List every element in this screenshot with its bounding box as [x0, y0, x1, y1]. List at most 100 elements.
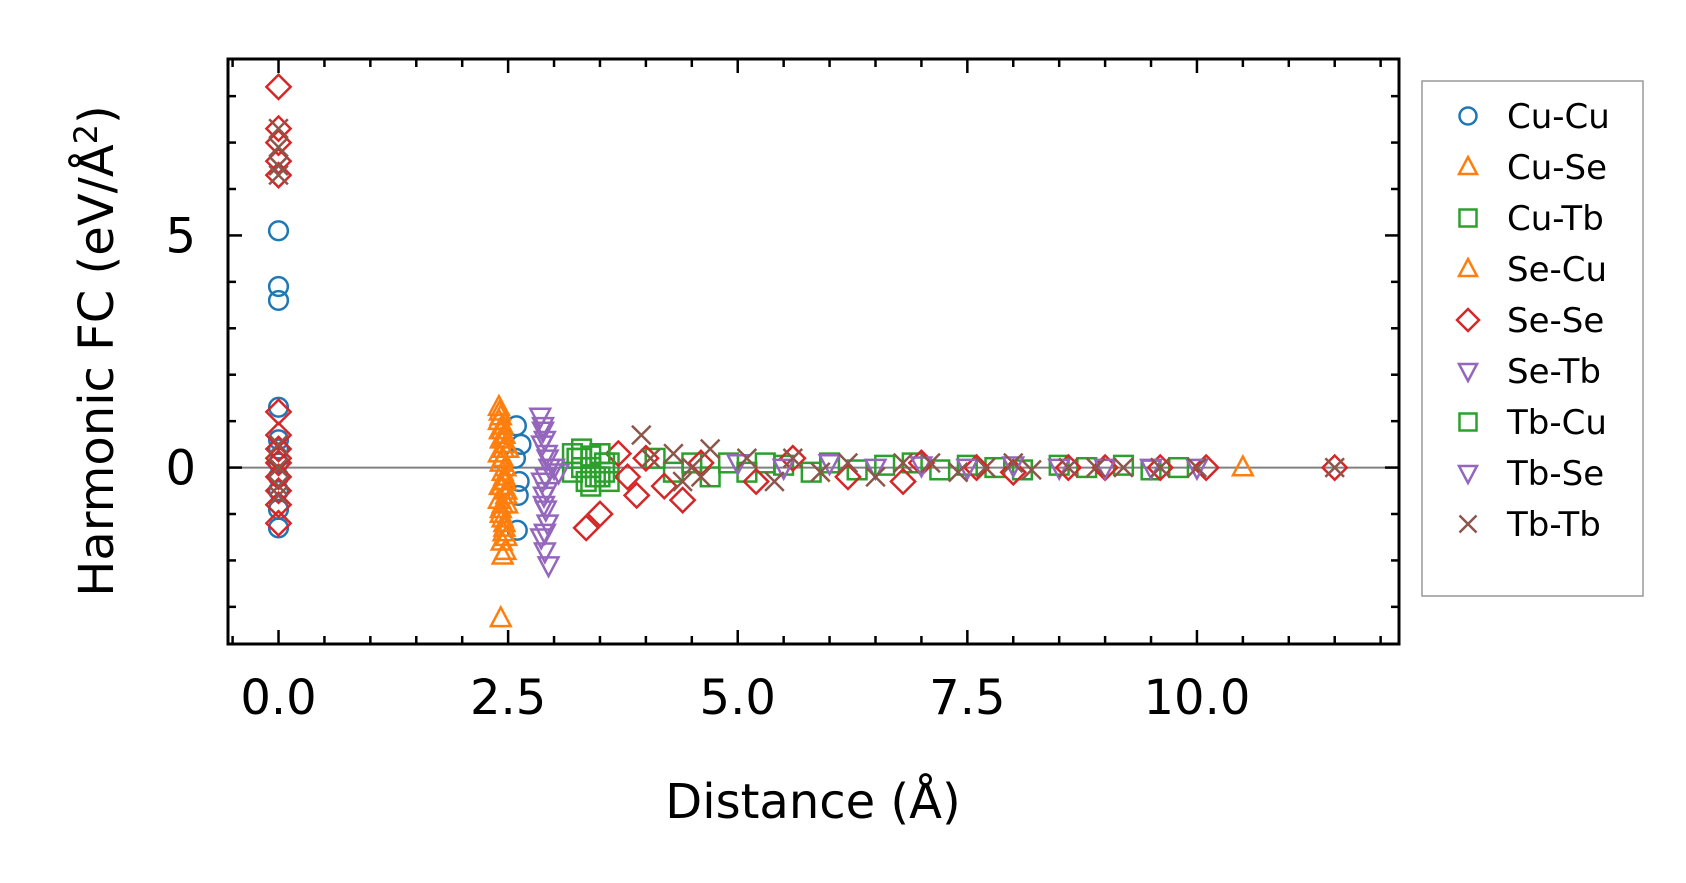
legend-label: Tb-Se [1506, 454, 1604, 494]
data-point [1021, 459, 1042, 481]
data-point [920, 452, 941, 474]
data-point [533, 467, 558, 491]
legend-entry-tb-cu: Tb-Cu [1458, 403, 1607, 443]
data-point [586, 500, 614, 528]
legend-entry-se-cu: Se-Cu [1456, 250, 1607, 290]
data-point [837, 452, 859, 474]
data-point [572, 514, 601, 542]
data-point [863, 458, 888, 482]
data-point [742, 467, 770, 496]
data-point [530, 435, 555, 459]
data-point [490, 542, 515, 565]
data-point [736, 448, 758, 469]
data-point [267, 452, 290, 474]
series-se-se [264, 72, 1349, 542]
legend-entry-cu-cu: Cu-Cu [1458, 97, 1610, 137]
data-point [536, 556, 561, 579]
data-point [487, 398, 512, 421]
data-point [267, 396, 290, 418]
data-point [546, 463, 571, 486]
legend-label: Se-Tb [1507, 352, 1601, 392]
y-tick-label: 5 [165, 208, 196, 264]
data-point [1230, 453, 1255, 477]
data-point [264, 147, 293, 176]
data-point [644, 447, 666, 469]
data-point [268, 434, 289, 455]
data-point [264, 509, 293, 538]
legend-marker [1456, 256, 1480, 278]
data-point [542, 458, 567, 482]
data-point [1149, 457, 1171, 478]
legend-marker [1458, 208, 1478, 228]
series-tb-tb [268, 118, 1345, 506]
data-point [681, 452, 703, 474]
legend-entry-se-se: Se-Se [1455, 301, 1604, 341]
legend-label: Se-Se [1507, 301, 1604, 341]
data-point [268, 164, 289, 186]
data-point [267, 275, 290, 298]
ticks-layer [228, 59, 1399, 644]
legend-entry-cu-tb: Cu-Tb [1458, 199, 1604, 239]
legend-marker [1456, 362, 1480, 384]
series-tb-cu [566, 443, 616, 493]
data-point [264, 161, 293, 189]
data-point [1058, 457, 1079, 478]
x-axis-label: Distance (Å) [665, 773, 960, 830]
data-point [264, 435, 293, 463]
data-point [1048, 454, 1070, 476]
data-point [493, 467, 518, 491]
data-point [531, 421, 555, 445]
legend-entry-se-tb: Se-Tb [1456, 352, 1601, 392]
data-point [1320, 453, 1349, 482]
data-point [264, 490, 293, 519]
data-point [800, 461, 822, 483]
y-axis-label: Harmonic FC (eV/Å2) [67, 105, 125, 597]
legend-entry-tb-se: Tb-Se [1456, 454, 1604, 494]
data-point [486, 393, 511, 417]
legend-entry-tb-tb: Tb-Tb [1458, 505, 1601, 545]
plot-frame [226, 57, 1401, 646]
data-point [1146, 453, 1175, 482]
data-point [268, 475, 289, 497]
y-tick-label: 0 [165, 441, 196, 497]
legend-marker [1456, 154, 1480, 176]
data-point [1085, 457, 1107, 478]
data-point [846, 459, 868, 481]
legend-label: Cu-Tb [1507, 199, 1604, 239]
data-point [889, 467, 917, 496]
data-point [264, 128, 293, 157]
data-point [1324, 457, 1345, 478]
data-point [690, 466, 712, 488]
x-tick-label: 2.5 [470, 670, 546, 726]
y-axis-label-close: ) [69, 105, 125, 124]
data-point [962, 453, 991, 482]
legend: Cu-Cu Cu-Se Cu-Tb Se-Cu Se-Se Se-Tb Tb-Cu Tb-Se… [1421, 80, 1644, 597]
data-point [817, 453, 842, 477]
legend-label: Tb-Cu [1506, 403, 1607, 443]
data-point [268, 136, 289, 158]
legend-label: Cu-Se [1507, 148, 1607, 188]
data-point [929, 459, 951, 481]
data-point [267, 498, 290, 520]
legend-marker [1456, 464, 1480, 486]
data-point [488, 604, 513, 628]
data-point [764, 471, 785, 492]
x-tick-label: 10.0 [1144, 670, 1251, 726]
data-point [264, 444, 293, 473]
legend-label: Se-Cu [1507, 250, 1607, 290]
data-point [725, 453, 750, 477]
legend-label: Cu-Cu [1507, 97, 1610, 137]
data-point [975, 457, 996, 478]
data-point [699, 438, 721, 460]
data-point [1184, 458, 1209, 482]
data-point [865, 466, 886, 488]
data-point [267, 220, 290, 242]
legend-entry-cu-se: Cu-Se [1456, 148, 1607, 188]
data-point [999, 458, 1028, 487]
data-point [593, 461, 616, 483]
data-point [268, 457, 289, 478]
data-point [668, 486, 697, 514]
data-point [487, 472, 512, 496]
data-point [268, 155, 289, 177]
